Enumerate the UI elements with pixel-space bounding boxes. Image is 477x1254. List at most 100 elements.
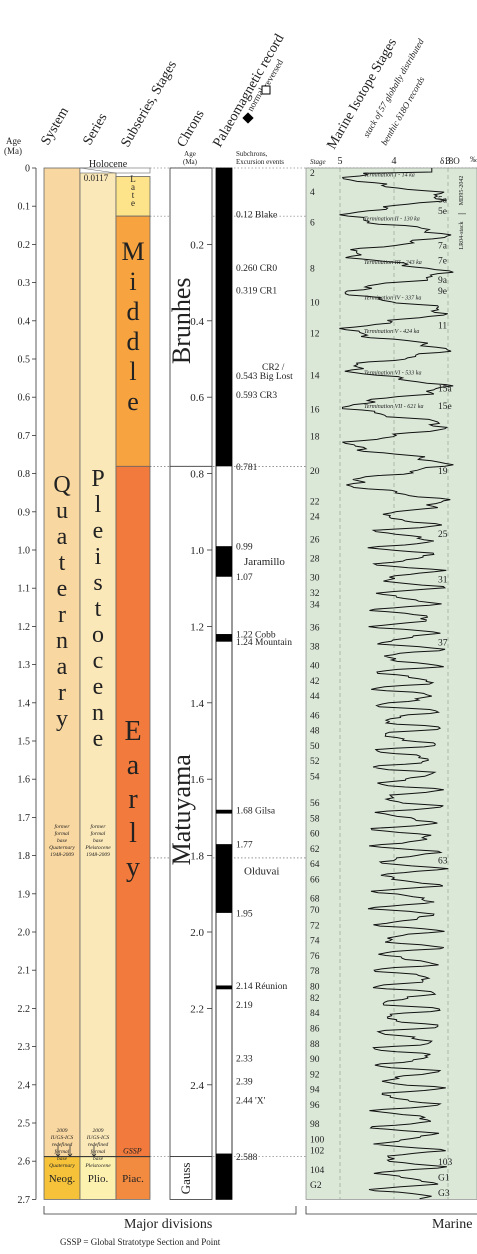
age-tick-label: 2.4 [18, 1080, 31, 1091]
mis-stage-label: 54 [310, 772, 320, 782]
d18o-unit: ‰ [470, 155, 477, 164]
mis-stage-label: 44 [310, 692, 320, 702]
subchrons-header: Subchrons, [236, 150, 268, 158]
middle-letter: d [127, 297, 140, 326]
pleistocene-letter: l [95, 492, 102, 518]
pleistocene-letter: s [93, 570, 102, 596]
mis-stage-label: 37 [438, 639, 448, 649]
age-tick-label: 0.4 [18, 316, 31, 327]
mis-stage-label: 16 [310, 406, 320, 416]
quaternary-letter: Q [53, 472, 70, 498]
age-tick-label: 0.2 [18, 240, 31, 251]
redefined-base-quaternary-note: Quaternary [49, 1163, 75, 1169]
piacenzian-label: Piac. [122, 1173, 144, 1185]
age-axis: 0 0.1 0.2 0.3 0.4 0.5 0.6 0.7 0.8 0.9 1.0 1.1 1.2 1.3… [18, 164, 37, 1206]
mis-stage-label: 74 [310, 937, 320, 947]
pleistocene-letter: t [95, 596, 102, 622]
header-system: System [38, 105, 72, 148]
termination-label: Termination VII - 621 ka [364, 404, 423, 410]
age-tick-label: 0.1 [18, 202, 31, 213]
age-tick-label: 0.9 [18, 507, 31, 518]
mis-stage-label: 88 [310, 1040, 320, 1050]
quaternary-letter: e [57, 576, 68, 602]
pleistocene-letter: e [93, 726, 104, 752]
mis-stage-label: 104 [310, 1166, 325, 1176]
header-series: Series [80, 111, 110, 148]
header-palaeomag: Palaeomagnetic record [210, 32, 287, 150]
magnetic-event-label: 1.77 [236, 841, 253, 851]
mis-stage-label: 86 [310, 1025, 320, 1035]
former-base-pleistocene-note: base [93, 838, 104, 844]
age-tick-label: 1.3 [18, 660, 31, 671]
magnetic-event-label: 1.68 Gilsa [236, 806, 276, 816]
middle-letter: d [127, 327, 140, 356]
former-base-pleistocene-note: 1948-2009 [86, 851, 110, 858]
magnetic-event-label: 0.593 CR3 [236, 391, 277, 401]
magnetic-event-label: 1.24 Mountain [236, 638, 292, 648]
normal-polarity-interval [216, 1153, 232, 1200]
mis-stage-label: 5a [438, 196, 448, 206]
redefined-base-pleistocene-note: formal [91, 1148, 106, 1155]
age-axis-title-line2: (Ma) [4, 146, 22, 156]
early-letter: r [128, 784, 138, 815]
mis-stage-label: 52 [310, 757, 320, 767]
mis-stage-label: 24 [310, 513, 320, 523]
header-subseries: Subseries, Stages [118, 58, 180, 150]
mis-background [305, 167, 477, 1200]
middle-letter: l [129, 357, 136, 386]
chron-age-label: 0.8 [190, 469, 204, 481]
termination-label: Termination IV - 337 ka [364, 296, 421, 302]
chron-age-label: 2.2 [190, 1003, 204, 1015]
mis-stage-label: 18 [310, 432, 320, 442]
mis-stage-label: 28 [310, 555, 320, 565]
chron-age-label: 0.6 [190, 392, 204, 404]
late-letter: a [131, 182, 135, 192]
mis-stage-label: 82 [310, 994, 320, 1004]
termination-label: Termination II - 130 ka [364, 217, 420, 223]
gssp-note: GSSP = Global Stratotype Section and Poi… [60, 1237, 221, 1247]
magnetic-event-label: 0.12 Blake [236, 210, 277, 220]
mis-stage-label: 4 [310, 188, 315, 198]
holocene-connector [79, 167, 117, 174]
age-tick-label: 2.2 [18, 1004, 31, 1015]
early-letter: a [127, 750, 140, 781]
redefined-base-pleistocene-note: 2009 [93, 1128, 104, 1134]
termination-label: Termination V - 424 ka [364, 328, 419, 335]
chron-age-header: Age [184, 150, 196, 158]
mis-stage-label: 15e [438, 402, 452, 412]
header-mis-sub2: benthic δ18O records [379, 74, 427, 147]
age-tick-label: 2.0 [18, 928, 31, 939]
middle-letter: M [121, 237, 144, 266]
redefined-base-quaternary-note: formal [55, 1148, 70, 1155]
mis-stage-label: 66 [310, 876, 320, 886]
marine-bracket [305, 1206, 477, 1215]
pleistocene-letter: o [92, 622, 104, 648]
magnetic-event-label: CR2 / [262, 363, 285, 373]
mis-stage-label: 42 [310, 677, 320, 687]
mis-stage-label: 14 [310, 371, 320, 381]
redefined-base-quaternary-note: IUGS-ICS [50, 1135, 74, 1141]
magnetic-event-label: 2.588 [236, 1153, 258, 1163]
redefined-base-quaternary-note: redefined [52, 1141, 73, 1148]
chron-age-label: 2.4 [190, 1080, 204, 1092]
mis-stage-label: 48 [310, 727, 320, 737]
mis-stage-label: 12 [310, 329, 320, 339]
mis-stage-label: 94 [310, 1086, 320, 1096]
magnetic-event-label: Olduvai [244, 865, 279, 877]
magnetic-event-label: 0.99 [236, 543, 253, 553]
normal-polarity-interval [216, 634, 232, 642]
quaternary-letter: y [56, 706, 68, 732]
redefined-base-pleistocene-note: redefined [88, 1141, 109, 1148]
age-tick-label: 1.1 [18, 584, 31, 595]
age-tick-label: 2.5 [18, 1119, 31, 1130]
quaternary-letter: t [59, 550, 66, 576]
age-tick-label: 1.0 [18, 546, 31, 557]
early-letter: l [129, 818, 137, 849]
d18o-curve [339, 168, 454, 1200]
matuyama-label: Matuyama [167, 754, 196, 866]
magnetic-event-label: 0.260 CR0 [236, 264, 277, 274]
d18o-tick-label: 3 [446, 156, 451, 167]
mis-stage-label: 72 [310, 921, 320, 931]
magnetic-event-label: 1.22 Cobb [236, 631, 276, 641]
age-tick-label: 1.4 [18, 698, 31, 709]
